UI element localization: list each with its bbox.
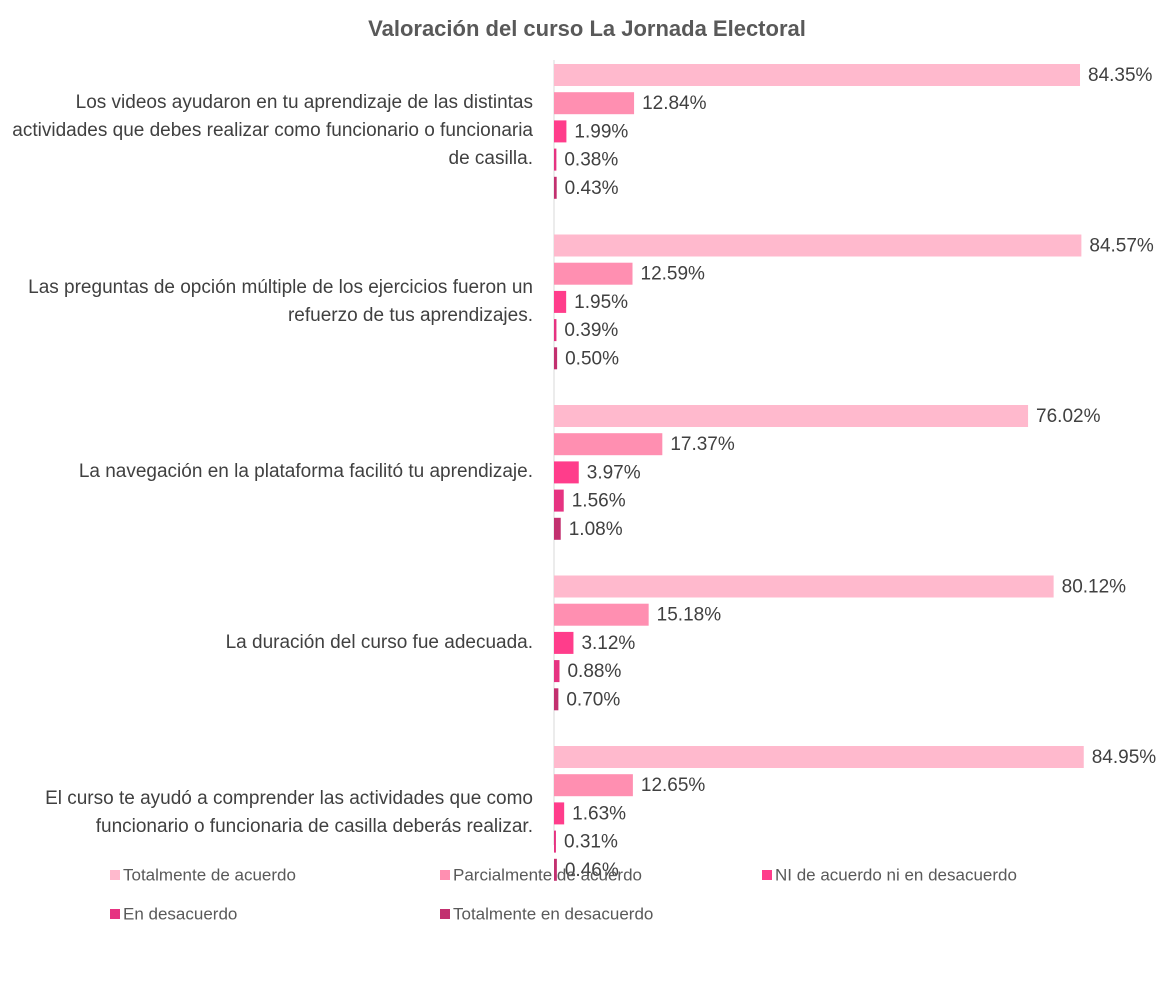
bar bbox=[554, 830, 556, 853]
value-label: 0.88% bbox=[567, 661, 621, 682]
bar bbox=[554, 575, 1054, 598]
bar bbox=[554, 319, 557, 342]
category-label: La navegación en la plataforma facilitó … bbox=[78, 461, 533, 483]
bar bbox=[554, 631, 574, 654]
bar bbox=[554, 176, 557, 199]
value-label: 0.39% bbox=[564, 320, 618, 341]
value-label: 0.70% bbox=[566, 689, 620, 710]
category-label: Las preguntas de opción múltiple de los … bbox=[28, 276, 533, 326]
value-label: 12.65% bbox=[641, 775, 706, 796]
value-label: 80.12% bbox=[1062, 577, 1127, 598]
bar bbox=[554, 461, 579, 484]
value-label: 1.95% bbox=[574, 292, 628, 313]
value-label: 0.31% bbox=[564, 832, 618, 853]
legend-swatch bbox=[110, 870, 120, 880]
value-label: 84.35% bbox=[1088, 65, 1153, 86]
bar bbox=[554, 489, 564, 512]
value-label: 1.99% bbox=[574, 121, 628, 142]
value-label: 0.38% bbox=[564, 150, 618, 171]
legend-label: En desacuerdo bbox=[123, 904, 237, 923]
bar bbox=[554, 688, 559, 711]
legend-swatch bbox=[440, 870, 450, 880]
value-label: 1.63% bbox=[572, 803, 626, 824]
bar bbox=[554, 148, 557, 171]
value-label: 1.56% bbox=[572, 491, 626, 512]
bar bbox=[554, 433, 663, 456]
value-label: 17.37% bbox=[670, 434, 735, 455]
legend-label: Totalmente de acuerdo bbox=[123, 865, 296, 884]
bar bbox=[554, 858, 557, 881]
bar bbox=[554, 347, 558, 370]
value-label: 0.46% bbox=[565, 860, 619, 881]
bar bbox=[554, 802, 565, 825]
bar bbox=[554, 120, 567, 143]
value-label: 84.95% bbox=[1092, 747, 1157, 768]
value-label: 0.50% bbox=[565, 348, 619, 369]
bar bbox=[554, 774, 633, 797]
value-label: 15.18% bbox=[657, 605, 722, 626]
value-label: 3.12% bbox=[581, 633, 635, 654]
category-label: El curso te ayudó a comprender las activ… bbox=[45, 788, 533, 838]
category-label: Los videos ayudaron en tu aprendizaje de… bbox=[12, 92, 533, 170]
legend-label: Totalmente en desacuerdo bbox=[453, 904, 653, 923]
bar bbox=[554, 603, 649, 626]
value-label: 1.08% bbox=[569, 519, 623, 540]
legend-swatch bbox=[110, 909, 120, 919]
value-label: 84.57% bbox=[1089, 236, 1154, 257]
bar bbox=[554, 405, 1029, 427]
bar bbox=[554, 262, 633, 285]
value-label: 12.84% bbox=[642, 93, 707, 114]
legend-label: NI de acuerdo ni en desacuerdo bbox=[775, 865, 1017, 884]
bar bbox=[554, 92, 635, 115]
bar bbox=[554, 64, 1081, 86]
chart-title: Valoración del curso La Jornada Electora… bbox=[368, 16, 806, 41]
bar bbox=[554, 234, 1082, 257]
legend-swatch bbox=[762, 870, 772, 880]
bar bbox=[554, 290, 567, 313]
category-label: La duración del curso fue adecuada. bbox=[225, 631, 533, 653]
value-label: 3.97% bbox=[587, 462, 641, 483]
bar bbox=[554, 660, 560, 683]
value-label: 12.59% bbox=[641, 264, 706, 285]
value-label: 76.02% bbox=[1036, 406, 1101, 427]
legend-swatch bbox=[440, 909, 450, 919]
legend-label: Parcialmente de acuerdo bbox=[453, 865, 642, 884]
value-label: 0.43% bbox=[565, 178, 619, 199]
bar bbox=[554, 517, 561, 540]
bar bbox=[554, 746, 1084, 768]
